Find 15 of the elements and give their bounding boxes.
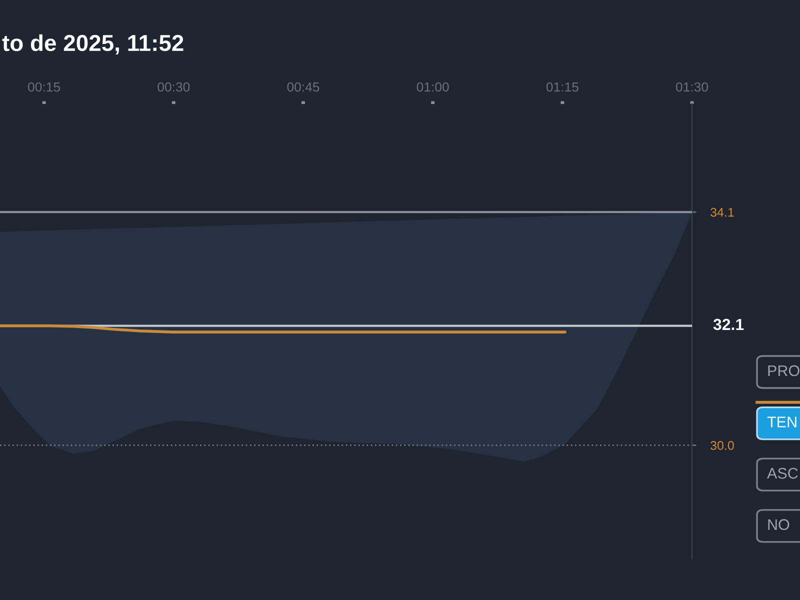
text: NO xyxy=(768,519,790,530)
line-series xyxy=(0,324,566,334)
text: TEN xyxy=(767,416,796,428)
x-tick-label: 00:45 xyxy=(287,82,320,92)
x-tick-label: 00:30 xyxy=(158,82,190,92)
text: PRO xyxy=(768,365,800,376)
y-tick-label: 34.1 xyxy=(710,208,734,217)
x-tick-label: 01:30 xyxy=(676,82,708,92)
text: ASC xyxy=(767,468,798,479)
y-tick-label: 30.0 xyxy=(710,441,734,450)
chart-title: to de 2025, 11:52 xyxy=(2,34,184,54)
x-tick-label: 00:15 xyxy=(28,82,60,92)
ref-line-label: 32.1 xyxy=(713,318,744,330)
x-tick-label: 01:15 xyxy=(546,82,578,92)
x-tick-label: 01:00 xyxy=(416,82,449,92)
